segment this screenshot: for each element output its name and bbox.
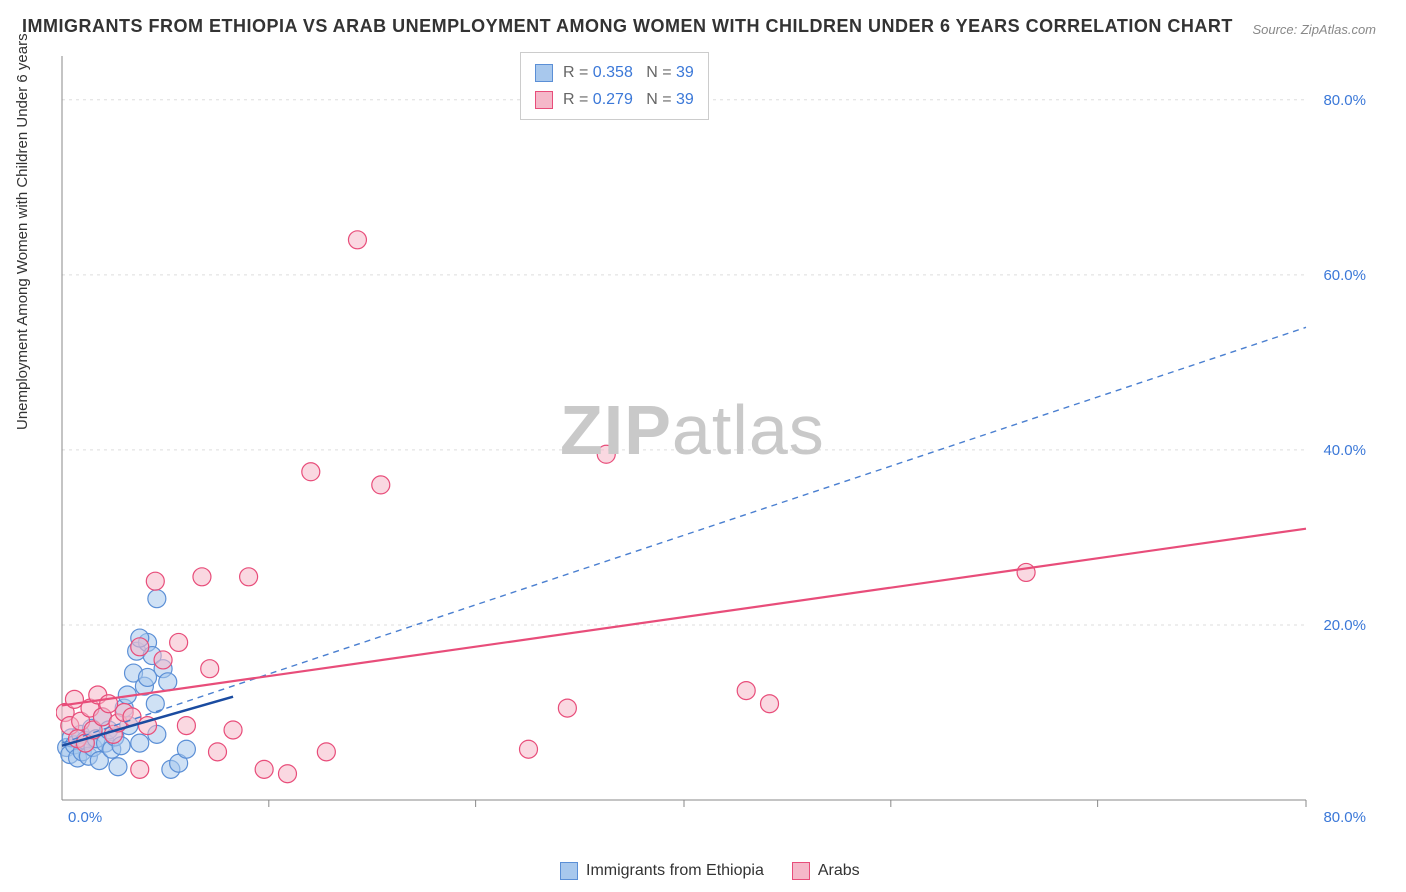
legend-series-item: Immigrants from Ethiopia — [560, 862, 764, 880]
svg-text:40.0%: 40.0% — [1323, 442, 1366, 459]
legend-swatch — [560, 862, 578, 880]
chart-area: 20.0% 40.0% 60.0% 80.0% 0.0% 80.0% — [56, 50, 1376, 840]
legend-correlation: R = 0.358 N = 39R = 0.279 N = 39 — [520, 52, 709, 120]
svg-text:20.0%: 20.0% — [1323, 617, 1366, 634]
legend-series-label: Arabs — [818, 862, 860, 880]
source-attribution: Source: ZipAtlas.com — [1252, 22, 1376, 37]
legend-swatch — [792, 862, 810, 880]
legend-correlation-row: R = 0.358 N = 39 — [535, 59, 694, 86]
y-axis-label: Unemployment Among Women with Children U… — [14, 33, 31, 430]
svg-text:0.0%: 0.0% — [68, 809, 102, 826]
legend-series: Immigrants from Ethiopia Arabs — [560, 862, 860, 880]
svg-text:80.0%: 80.0% — [1323, 809, 1366, 826]
legend-correlation-row: R = 0.279 N = 39 — [535, 86, 694, 113]
scatter-plot-svg: 20.0% 40.0% 60.0% 80.0% 0.0% 80.0% — [56, 50, 1376, 840]
legend-series-label: Immigrants from Ethiopia — [586, 862, 764, 880]
legend-swatch — [535, 91, 553, 109]
legend-stats-text: R = 0.358 N = 39 — [563, 59, 694, 86]
legend-swatch — [535, 64, 553, 82]
legend-series-item: Arabs — [792, 862, 860, 880]
legend-stats-text: R = 0.279 N = 39 — [563, 86, 694, 113]
chart-title: IMMIGRANTS FROM ETHIOPIA VS ARAB UNEMPLO… — [22, 16, 1233, 37]
svg-text:80.0%: 80.0% — [1323, 92, 1366, 109]
svg-text:60.0%: 60.0% — [1323, 267, 1366, 284]
